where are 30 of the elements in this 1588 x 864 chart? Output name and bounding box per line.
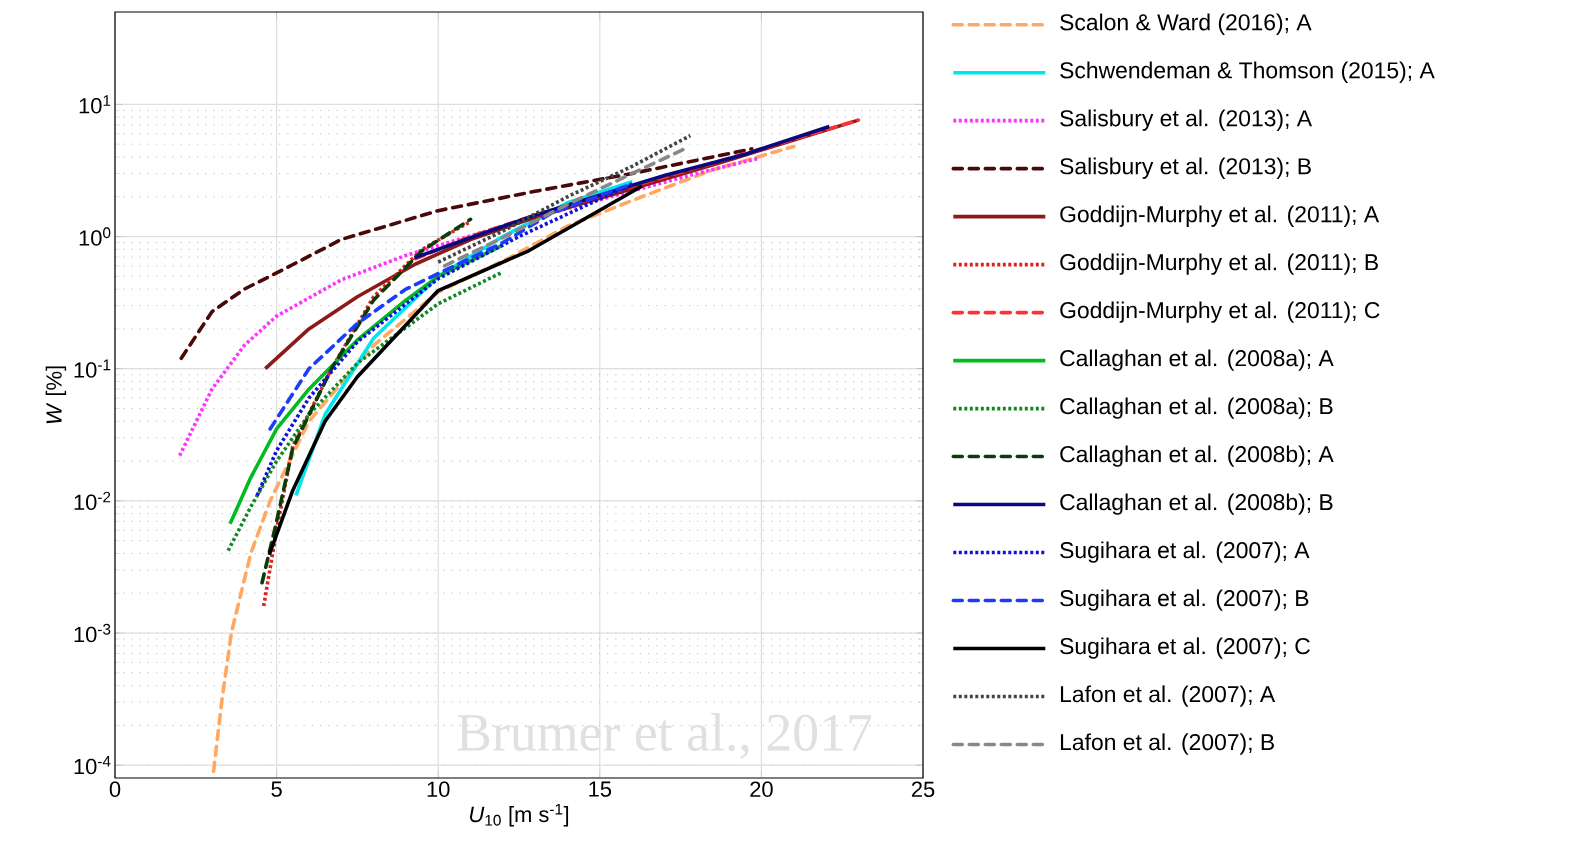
legend-label: Sugihara et al. (2007); C bbox=[1060, 637, 1310, 659]
x-tick-label: 20 bbox=[750, 781, 773, 798]
legend-label: Sugihara et al. (2007); B bbox=[1060, 589, 1309, 611]
legend-label: Goddijn-Murphy et al. (2011); C bbox=[1060, 301, 1380, 323]
legend-label: Goddijn-Murphy et al. (2011); B bbox=[1060, 253, 1378, 275]
x-tick-label: 15 bbox=[589, 781, 612, 797]
x-tick-label: 10 bbox=[427, 781, 450, 798]
legend-label: Schwendeman & Thomson (2015); A bbox=[1060, 61, 1435, 83]
x-tick-label: 0 bbox=[109, 781, 121, 798]
y-tick-label: 10$^{-3}$ bbox=[74, 623, 111, 643]
legend-label: Callaghan et al. (2008a); A bbox=[1060, 349, 1334, 371]
legend-label: Scalon & Ward (2016); A bbox=[1060, 13, 1312, 35]
legend-label: Salisbury et al. (2013); A bbox=[1060, 109, 1313, 131]
x-axis-title: U$_{10}$ [m s$^{-1}$] bbox=[470, 803, 569, 827]
y-tick-label: 10$^{-1}$ bbox=[74, 359, 111, 378]
legend-label: Sugihara et al. (2007); A bbox=[1060, 541, 1310, 563]
y-tick-label: 10$^{-2}$ bbox=[74, 491, 111, 511]
legend-label: Goddijn-Murphy et al. (2011); A bbox=[1060, 205, 1380, 227]
legend-label: Callaghan et al. (2008a); B bbox=[1060, 397, 1333, 419]
y-tick-label: 10$^{0}$ bbox=[79, 227, 111, 246]
legend-label: Lafon et al. (2007); B bbox=[1060, 733, 1274, 755]
y-axis-title: W [%] bbox=[45, 366, 67, 424]
x-tick-label: 25 bbox=[911, 781, 935, 798]
legend-label: Lafon et al. (2007); A bbox=[1060, 685, 1276, 707]
legend-label: Callaghan et al. (2008b); A bbox=[1060, 445, 1334, 467]
legend-label: Callaghan et al. (2008b); B bbox=[1060, 493, 1333, 515]
y-tick-label: 10$^{1}$ bbox=[79, 95, 111, 114]
legend-label: Salisbury et al. (2013); B bbox=[1060, 157, 1311, 179]
x-tick-label: 5 bbox=[271, 781, 282, 797]
y-tick-label: 10$^{-4}$ bbox=[74, 756, 111, 775]
